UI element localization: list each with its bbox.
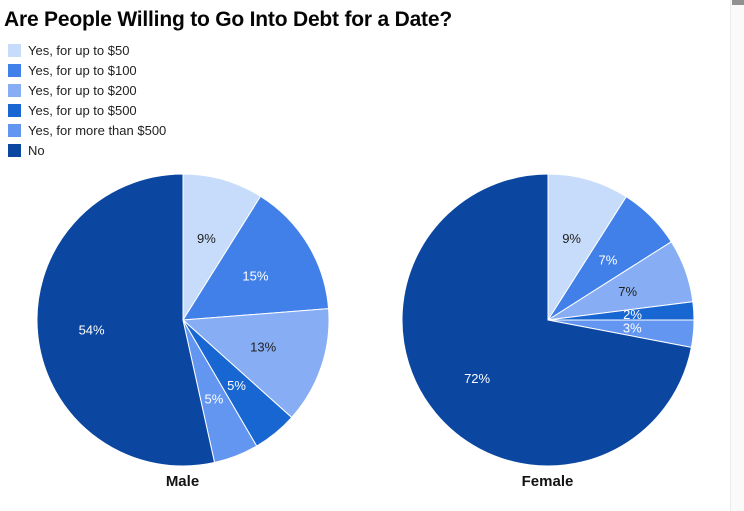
legend-label: Yes, for more than $500: [28, 122, 167, 138]
pie-slice-no[interactable]: [35, 173, 215, 467]
legend-item-yes-for-up-to-200: Yes, for up to $200: [8, 80, 730, 100]
pie-block-male: 9% 15% 13% 5% 5% 54% Male: [0, 170, 365, 490]
legend-swatch-icon: [8, 143, 21, 157]
scrollbar-track[interactable]: [730, 0, 744, 511]
pie-slice-no[interactable]: [400, 173, 692, 467]
legend-label: Yes, for up to $200: [28, 82, 137, 98]
legend-label: Yes, for up to $500: [28, 102, 137, 118]
pie-chart-male[interactable]: 9% 15% 13% 5% 5% 54%: [33, 170, 333, 470]
legend-item-yes-for-up-to-50: Yes, for up to $50: [8, 40, 730, 60]
pie-chart-female[interactable]: 9% 7% 7% 2%3% 72%: [398, 170, 698, 470]
pie-slice-yes-for-up-to-50[interactable]: [182, 173, 261, 322]
legend-label: No: [28, 142, 45, 158]
legend-item-yes-for-up-to-500: Yes, for up to $500: [8, 100, 730, 120]
slice-label: 5%: [204, 391, 223, 406]
chart-content: Are People Willing to Go Into Debt for a…: [0, 8, 730, 490]
slice-label: 7%: [618, 284, 637, 299]
pie-slice-yes-for-up-to-50[interactable]: [547, 173, 627, 322]
slice-label: 3%: [622, 321, 641, 336]
pie-slice-yes-for-up-to-200[interactable]: [181, 308, 329, 419]
chart-title: Are People Willing to Go Into Debt for a…: [4, 8, 452, 31]
legend-item-yes-for-up-to-100: Yes, for up to $100: [8, 60, 730, 80]
legend-swatch-icon: [8, 83, 21, 97]
slice-label: 5%: [227, 378, 246, 393]
legend: Yes, for up to $50 Yes, for up to $100 Yes…: [8, 40, 730, 160]
pie-slice-yes-for-up-to-100[interactable]: [181, 195, 329, 321]
scrollbar-thumb[interactable]: [731, 0, 744, 5]
slice-label: 15%: [242, 269, 268, 284]
legend-label: Yes, for up to $50: [28, 42, 130, 58]
slice-label: 2%: [623, 307, 642, 322]
legend-swatch-icon: [8, 103, 21, 117]
pie-block-female: 9% 7% 7% 2% 3% 72% Female: [365, 170, 730, 490]
slice-label: 13%: [250, 340, 276, 355]
legend-label: Yes, for up to $100: [28, 62, 137, 78]
slice-label: 9%: [197, 231, 216, 246]
slice-label: 7%: [598, 253, 617, 268]
legend-swatch-icon: [8, 63, 21, 77]
charts-row: 9% 15% 13% 5% 5% 54% Male 9% 7% 7% 2% 3% 72% Femal…: [0, 170, 730, 490]
legend-item-no: No: [8, 140, 730, 160]
legend-swatch-icon: [8, 43, 21, 57]
slice-label: 54%: [78, 323, 104, 338]
slice-label: 9%: [562, 231, 581, 246]
legend-swatch-icon: [8, 123, 21, 137]
legend-item-yes-for-more-than-500: Yes, for more than $500: [8, 120, 730, 140]
pie-title-female: Female: [521, 473, 574, 490]
pie-title-male: Male: [165, 473, 200, 490]
slice-label: 72%: [464, 371, 490, 386]
